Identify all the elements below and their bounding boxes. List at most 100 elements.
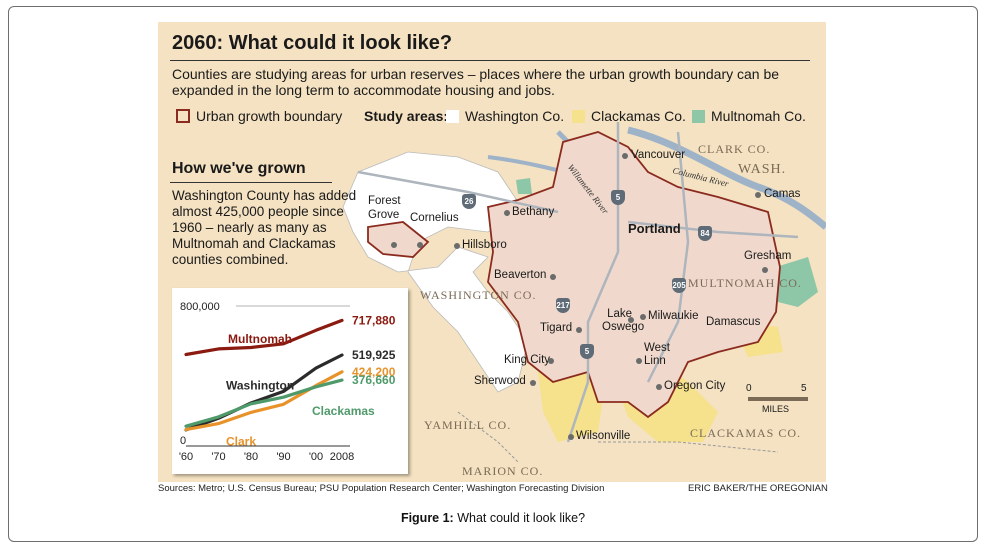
how-rule bbox=[170, 182, 332, 183]
title-rule bbox=[170, 60, 810, 61]
multnomah-study-area-2 bbox=[516, 178, 532, 194]
label-vancouver: Vancouver bbox=[631, 149, 686, 161]
legend-study-label: Study areas: bbox=[364, 108, 449, 124]
tigard-dot bbox=[576, 327, 582, 333]
west-linn-dot bbox=[636, 358, 642, 364]
hillsboro-dot bbox=[454, 243, 460, 249]
sources-text: Sources: Metro; U.S. Census Bureau; PSU … bbox=[158, 483, 605, 494]
end-value-washington: 519,925 bbox=[352, 348, 396, 362]
series-line-washington bbox=[184, 353, 344, 432]
y-tick-label: 0 bbox=[180, 435, 186, 447]
highway-5 bbox=[566, 122, 620, 443]
label-washington-co: WASHINGTON CO. bbox=[420, 288, 537, 302]
label-portland: Portland bbox=[628, 221, 681, 236]
i5-shield-south: 5 bbox=[580, 344, 594, 359]
bethany-dot bbox=[504, 210, 510, 216]
county-line bbox=[457, 411, 779, 463]
scale-bar bbox=[748, 397, 808, 401]
series-name-washington: Washington bbox=[226, 378, 294, 392]
scale-unit: MILES bbox=[762, 404, 790, 414]
label-tigard: Tigard bbox=[540, 322, 573, 334]
scale-zero: 0 bbox=[746, 383, 752, 394]
end-value-clark: 424,200 bbox=[352, 365, 396, 379]
forest-grove-dot bbox=[391, 242, 397, 248]
beaverton-dot bbox=[550, 274, 556, 280]
caption-text: What could it look like? bbox=[453, 511, 586, 525]
ugb-swatch bbox=[176, 109, 190, 123]
label-gresham: Gresham bbox=[744, 250, 792, 262]
lake-oswego-dot bbox=[628, 317, 634, 323]
columbia-river bbox=[627, 126, 826, 230]
i84-shield: 84 bbox=[698, 226, 712, 241]
series-name-clackamas: Clackamas bbox=[312, 404, 375, 418]
gresham-dot bbox=[762, 267, 768, 273]
multnomah-study-area bbox=[776, 257, 818, 307]
washington-swatch bbox=[446, 110, 459, 123]
x-tick-label: '00 bbox=[309, 451, 323, 463]
highway-26 bbox=[357, 170, 559, 214]
x-tick-label: '80 bbox=[244, 451, 258, 463]
label-cornelius: Cornelius bbox=[410, 212, 459, 224]
cornelius-dot bbox=[417, 242, 423, 248]
label-multnomah-co: MULTNOMAH CO. bbox=[688, 276, 802, 290]
label-camas: Camas bbox=[764, 188, 801, 200]
milwaukie-dot bbox=[640, 314, 646, 320]
label-forest-grove: Forest Grove bbox=[368, 195, 401, 221]
map-graphic bbox=[342, 122, 826, 463]
forest-grove-ugb bbox=[367, 221, 430, 258]
i217-shield: 217 bbox=[556, 298, 570, 313]
highway-84 bbox=[627, 220, 799, 239]
caption-label: Figure 1: bbox=[400, 511, 454, 525]
legend-multnomah-label: Multnomah Co. bbox=[711, 108, 806, 124]
king-city-dot bbox=[548, 358, 554, 364]
x-tick-label: '70 bbox=[211, 451, 225, 463]
label-king-city: King City bbox=[504, 354, 551, 366]
multnomah-swatch bbox=[692, 110, 705, 123]
credit-text: ERIC BAKER/THE OREGONIAN bbox=[688, 483, 828, 494]
series-line-clark bbox=[184, 370, 344, 432]
label-milwaukie: Milwaukie bbox=[648, 310, 699, 322]
legend-washington: Washington Co. bbox=[446, 108, 564, 124]
series-line-multnomah bbox=[184, 318, 344, 357]
end-value-multnomah: 717,880 bbox=[352, 313, 396, 327]
x-tick-label: '90 bbox=[276, 451, 290, 463]
legend-ugb-label: Urban growth boundary bbox=[196, 108, 343, 124]
scale-five: 5 bbox=[801, 383, 807, 394]
legend-multnomah: Multnomah Co. bbox=[692, 108, 806, 124]
i205-shield: 205 bbox=[672, 278, 686, 293]
urban-area bbox=[487, 131, 781, 419]
legend-ugb: Urban growth boundary bbox=[176, 108, 342, 124]
label-lake-oswego: Lake Oswego bbox=[602, 308, 645, 333]
i5-shield-north: 5 bbox=[611, 190, 625, 205]
chart-svg: 800,000 0 '60 '70 '80 '90 '00 2008 717,880 519,92… bbox=[179, 301, 396, 463]
label-beaverton: Beaverton bbox=[494, 269, 547, 281]
series-name-multnomah: Multnomah bbox=[228, 332, 292, 346]
x-tick-label: 2008 bbox=[330, 451, 354, 463]
how-text: Washington County has added almost 425,0… bbox=[172, 188, 357, 267]
vancouver-dot bbox=[622, 153, 628, 159]
label-damascus: Damascus bbox=[706, 316, 761, 328]
clackamas-swatch bbox=[572, 110, 585, 123]
i26-shield: 26 bbox=[462, 194, 476, 209]
label-wilsonville: Wilsonville bbox=[576, 430, 631, 442]
y-tick-label: 800,000 bbox=[180, 301, 220, 313]
series-line-clackamas bbox=[184, 378, 344, 428]
label-marion-co: MARION CO. bbox=[462, 464, 544, 478]
label-west-linn: West Linn bbox=[644, 342, 670, 367]
label-oregon-city: Oregon City bbox=[664, 380, 726, 392]
label-hillsboro: Hillsboro bbox=[462, 239, 507, 251]
series-name-clark: Clark bbox=[226, 435, 256, 449]
legend-washington-label: Washington Co. bbox=[465, 108, 565, 124]
label-bethany: Bethany bbox=[512, 206, 555, 218]
how-heading: How we've grown bbox=[172, 160, 306, 177]
label-sherwood: Sherwood bbox=[474, 375, 526, 387]
label-wash: WASH. bbox=[738, 162, 787, 177]
end-value-clackamas: 376,660 bbox=[352, 373, 396, 387]
population-chart: 800,000 0 '60 '70 '80 '90 '00 2008 717,880 519,92… bbox=[172, 288, 408, 474]
camas-dot bbox=[755, 192, 761, 198]
oregon-city-dot bbox=[656, 384, 662, 390]
legend-clackamas-label: Clackamas Co. bbox=[591, 108, 686, 124]
label-clark-co: CLARK CO. bbox=[698, 142, 771, 156]
sherwood-dot bbox=[530, 380, 536, 386]
figure-caption: Figure 1: What could it look like? bbox=[0, 511, 986, 525]
